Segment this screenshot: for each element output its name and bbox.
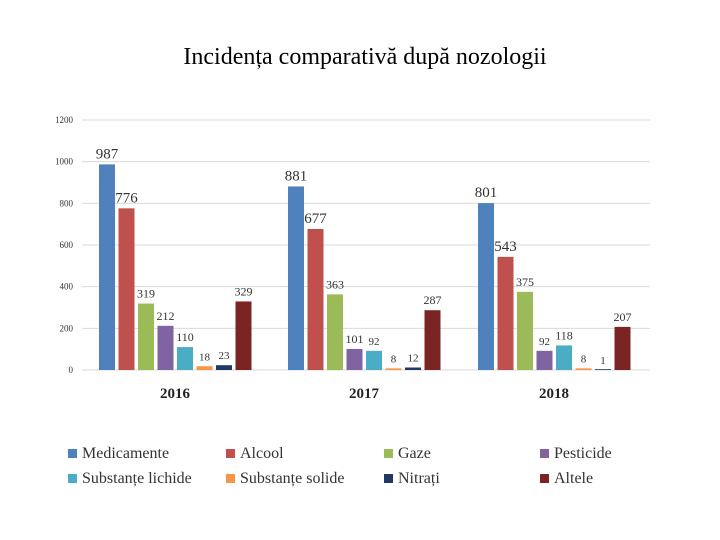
data-label-2016-3: 212 (157, 309, 175, 323)
bar-nitra-i-2018 (595, 369, 611, 370)
legend-swatch-altele (540, 474, 549, 483)
data-label-2018-6: 1 (600, 355, 606, 367)
legend-swatch-medicamente (68, 449, 77, 458)
y-tick-label-200: 200 (60, 323, 74, 333)
bar-gaze-2016 (138, 303, 154, 370)
data-label-2017-3: 101 (346, 332, 364, 346)
bar-gaze-2017 (327, 294, 343, 370)
legend-swatch-substan-e-solide (226, 474, 235, 483)
y-tick-label-1000: 1000 (55, 157, 74, 167)
bar-pesticide-2018 (536, 350, 553, 370)
bar-alcool-2018 (497, 256, 514, 370)
data-label-2017-7: 287 (424, 293, 442, 307)
bar-substan-e-lichide-2018 (556, 345, 572, 370)
bar-altele-2016 (235, 301, 252, 370)
chart-title: Incidența comparativă după nozologii (183, 44, 547, 70)
legend-label-gaze: Gaze (398, 445, 431, 462)
data-label-2018-3: 92 (539, 336, 550, 348)
data-label-2016-7: 329 (235, 284, 253, 298)
y-tick-label-400: 400 (60, 282, 74, 292)
legend-label-nitra-i: Nitrați (398, 470, 440, 487)
data-label-2018-0: 801 (475, 185, 498, 201)
legend-label-pesticide: Pesticide (554, 445, 612, 462)
data-label-2018-7: 207 (614, 310, 632, 324)
x-tick-label-2018: 2018 (539, 386, 569, 402)
data-label-2016-5: 18 (199, 351, 211, 363)
bar-alcool-2016 (118, 208, 135, 370)
legend-label-alcool: Alcool (240, 445, 284, 462)
data-label-2016-4: 110 (176, 330, 194, 344)
bar-gaze-2018 (517, 291, 533, 370)
data-label-2017-1: 677 (304, 211, 327, 227)
data-label-2017-2: 363 (326, 277, 344, 291)
bar-substan-e-solide-2018 (575, 368, 592, 370)
bar-substan-e-lichide-2017 (366, 350, 382, 370)
legend-swatch-substan-e-lichide (68, 474, 77, 483)
bar-pesticide-2017 (346, 348, 363, 370)
y-tick-label-600: 600 (60, 240, 74, 250)
data-label-2018-1: 543 (494, 239, 517, 255)
data-label-2018-5: 8 (581, 353, 587, 365)
bar-alcool-2017 (307, 228, 324, 370)
bar-substan-e-lichide-2016 (177, 347, 193, 370)
data-label-2016-2: 319 (137, 287, 155, 301)
legend-label-medicamente: Medicamente (82, 445, 169, 462)
data-label-2018-4: 118 (555, 328, 573, 342)
data-label-2017-4: 92 (369, 336, 380, 348)
bar-medicamente-2018 (478, 203, 494, 370)
y-tick-label-800: 800 (60, 198, 74, 208)
data-label-2016-1: 776 (115, 190, 138, 206)
data-label-2016-6: 23 (219, 350, 231, 362)
legend-label-substan-e-lichide: Substanțe lichide (82, 470, 192, 487)
bar-altele-2018 (614, 326, 631, 370)
x-tick-label-2017: 2017 (349, 386, 380, 402)
data-label-2017-0: 881 (285, 168, 308, 184)
data-label-2017-5: 8 (391, 353, 397, 365)
bar-medicamente-2017 (288, 186, 304, 370)
bar-substan-e-solide-2016 (196, 366, 213, 370)
data-label-2016-0: 987 (96, 146, 119, 162)
bar-nitra-i-2017 (405, 367, 421, 370)
legend-swatch-pesticide (540, 449, 549, 458)
x-tick-label-2016: 2016 (160, 386, 191, 402)
y-tick-label-0: 0 (69, 365, 74, 375)
bar-nitra-i-2016 (216, 365, 232, 370)
data-label-2018-2: 375 (516, 275, 534, 289)
legend-swatch-nitra-i (384, 474, 393, 483)
legend-label-substan-e-solide: Substanțe solide (240, 470, 344, 487)
bar-medicamente-2016 (99, 164, 115, 370)
legend-swatch-alcool (226, 449, 235, 458)
bar-altele-2017 (424, 310, 441, 370)
legend-swatch-gaze (384, 449, 393, 458)
data-label-2017-6: 12 (408, 353, 419, 365)
y-tick-label-1200: 1200 (55, 115, 74, 125)
legend-label-altele: Altele (554, 470, 593, 487)
bar-substan-e-solide-2017 (385, 368, 402, 370)
bar-pesticide-2016 (157, 325, 174, 370)
